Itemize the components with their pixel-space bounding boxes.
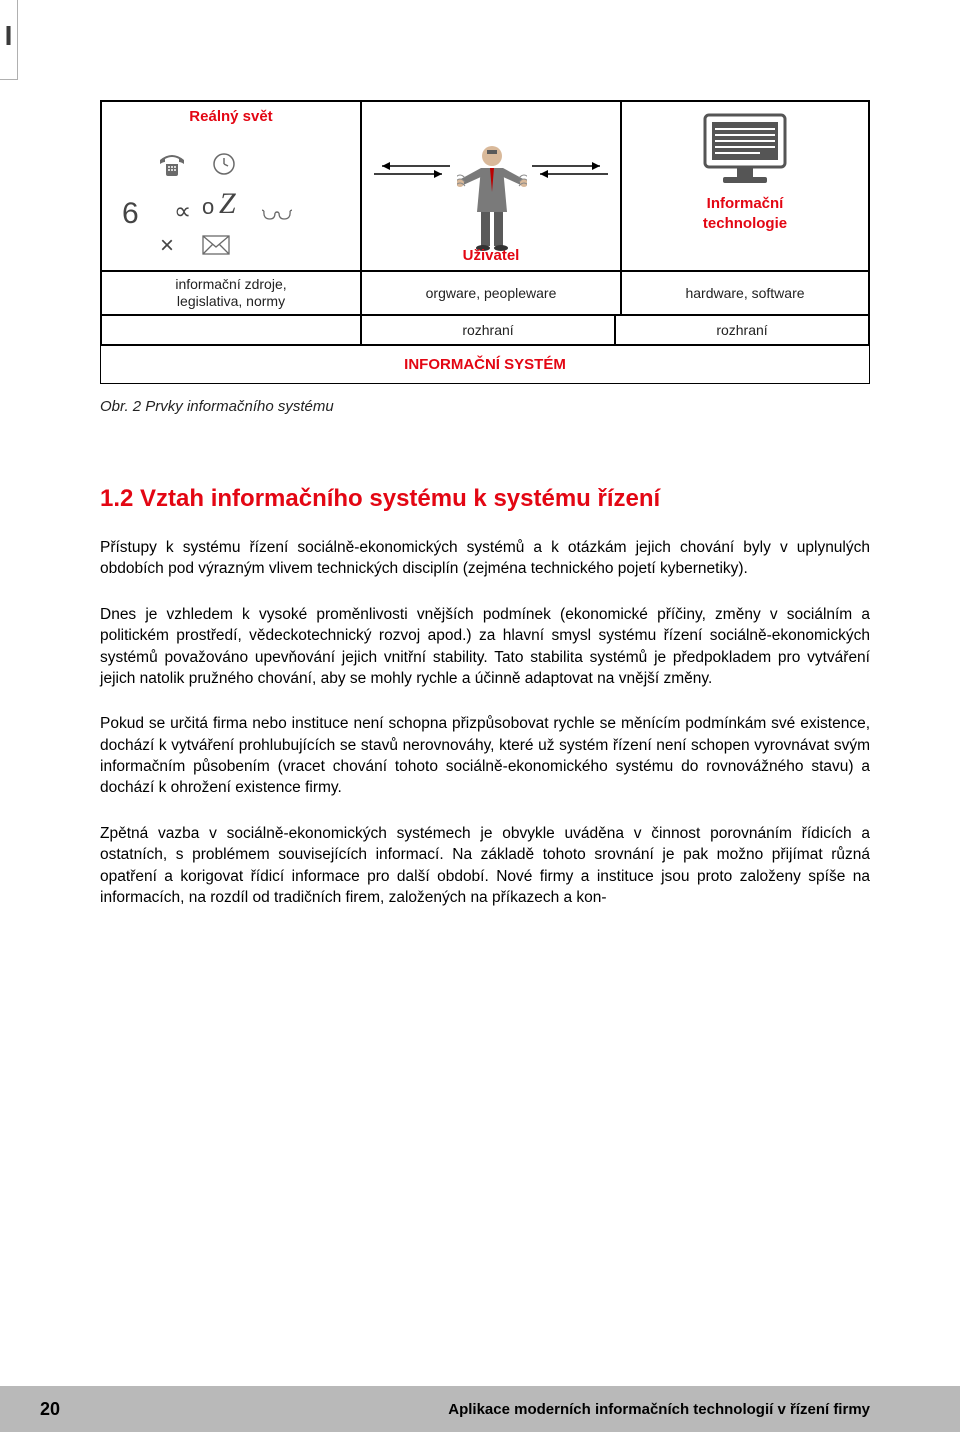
cell-hwsw: hardware, software <box>621 271 869 315</box>
cell-user: Uživatel <box>361 101 621 271</box>
glasses-icon <box>262 200 292 228</box>
envelope-icon <box>202 234 230 262</box>
figure-caption: Obr. 2 Prvky informačního systému <box>100 398 870 415</box>
content-area: Reálný svět 6 ∝ o Z <box>100 100 870 908</box>
person-icon <box>457 142 527 257</box>
paragraph-2: Dnes je vzhledem k vysoké proměnlivosti … <box>100 604 870 690</box>
phone-icon <box>157 152 187 186</box>
real-world-label: Reálný svět <box>102 102 360 125</box>
real-world-icons: 6 ∝ o Z × <box>102 142 360 262</box>
chapter-number: I <box>0 0 17 52</box>
paragraph-4: Zpětná vazba v sociálně-ekonomických sys… <box>100 823 870 909</box>
chapter-tab: I <box>0 0 18 80</box>
clock-icon <box>212 152 236 183</box>
diagram-row-interface: rozhraní rozhraní <box>101 315 869 345</box>
diagram-row-mid: informační zdroje, legislativa, normy or… <box>101 271 869 315</box>
section-heading: 1.2 Vztah informačního systému k systému… <box>100 485 870 513</box>
cell-sources: informační zdroje, legislativa, normy <box>101 271 361 315</box>
footer-title: Aplikace moderních informačních technolo… <box>100 1401 960 1418</box>
monitor-icon <box>622 110 868 195</box>
sources-line2: legislativa, normy <box>177 293 285 309</box>
interface-right: rozhraní <box>615 315 869 345</box>
paragraph-1: Přístupy k systému řízení sociálně-ekono… <box>100 537 870 580</box>
glyph-6: 6 <box>122 197 139 231</box>
interface-left: rozhraní <box>361 315 615 345</box>
diagram-prvky-is: Reálný svět 6 ∝ o Z <box>100 100 870 384</box>
glyph-o: o <box>202 194 214 220</box>
page: I Reálný svět 6 ∝ <box>0 0 960 1432</box>
it-label-line1: Informační <box>707 195 784 212</box>
arrow-right-icon <box>530 162 610 183</box>
cell-orgware: orgware, peopleware <box>361 271 621 315</box>
diagram-row-top: Reálný svět 6 ∝ o Z <box>101 101 869 271</box>
cell-info-tech: Informační technologie <box>621 101 869 271</box>
user-figure-area <box>362 112 620 262</box>
cell-blank <box>101 315 361 345</box>
diagram-row-system: INFORMAČNÍ SYSTÉM <box>101 345 869 383</box>
arrow-left-icon <box>372 162 452 183</box>
sources-text: informační zdroje, legislativa, normy <box>175 276 286 310</box>
user-label: Uživatel <box>362 247 620 264</box>
sources-line1: informační zdroje, <box>175 276 286 292</box>
glyph-x: × <box>160 232 174 260</box>
page-footer: 20 Aplikace moderních informačních techn… <box>0 1386 960 1432</box>
cell-real-world: Reálný svět 6 ∝ o Z <box>101 101 361 271</box>
body-text: Přístupy k systému řízení sociálně-ekono… <box>100 537 870 908</box>
it-label-line2: technologie <box>703 215 787 232</box>
glyph-prop: ∝ <box>174 197 191 226</box>
paragraph-3: Pokud se určitá firma nebo instituce nen… <box>100 713 870 799</box>
page-number: 20 <box>0 1399 100 1420</box>
glyph-z: Z <box>219 187 236 221</box>
